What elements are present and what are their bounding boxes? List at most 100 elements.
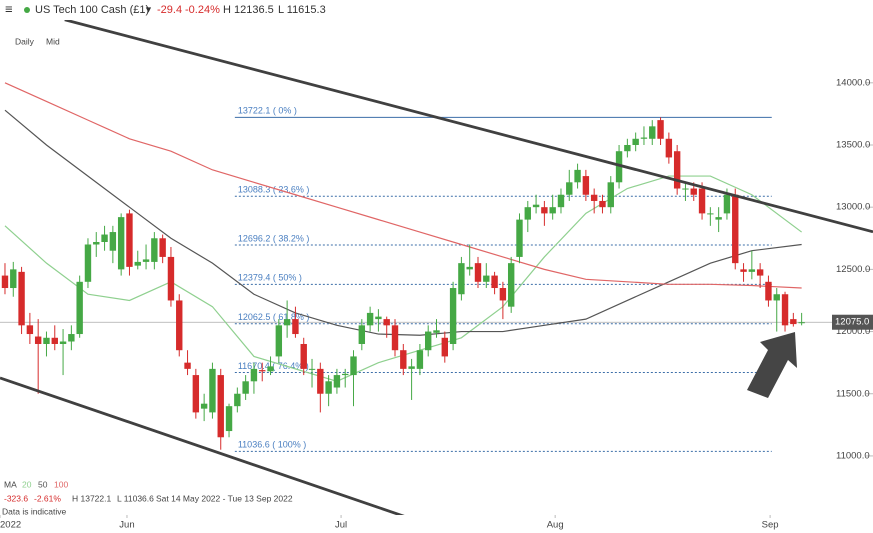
candle-body	[773, 294, 780, 301]
candle-body	[790, 319, 797, 325]
candle-body	[781, 294, 789, 326]
candle-body	[574, 169, 581, 183]
range-high: H 13722.1	[72, 493, 111, 503]
moving-average	[4, 82, 802, 289]
last-price-label: 12075.0	[835, 317, 869, 328]
candle-body	[209, 368, 216, 413]
candle-body	[624, 144, 631, 152]
candle-body	[267, 366, 274, 372]
candle-body	[117, 217, 125, 270]
candle-body	[707, 213, 714, 215]
x-tick-label: 2022	[0, 520, 21, 531]
x-tick-label: Aug	[547, 520, 564, 531]
candle-body	[582, 176, 590, 195]
candle-body	[400, 350, 407, 369]
candle-body	[590, 194, 598, 201]
candle-body	[557, 194, 565, 208]
candle-body	[549, 207, 556, 214]
candle-body	[682, 188, 689, 190]
candle-body	[383, 319, 390, 326]
candle-body	[292, 319, 299, 335]
candle-body	[732, 194, 739, 264]
candle-body	[640, 137, 648, 139]
candle-body	[698, 188, 706, 214]
y-tick-label: 13500.0	[836, 140, 870, 151]
candle-body	[93, 242, 100, 245]
overlay: 11000.0 11500.0 12000.0 12500.0 13000.0 13500…	[0, 77, 873, 531]
high: H 12136.5	[223, 4, 274, 16]
candle-body	[76, 281, 83, 335]
menu-icon[interactable]: ≡	[5, 1, 13, 16]
candle-body	[250, 368, 258, 382]
header[interactable]: ≡ US Tech 100 Cash (£1) ▼ -29.4 -0.24% H…	[5, 1, 326, 16]
candle-body	[524, 207, 531, 220]
candle-body	[333, 375, 341, 388]
date-range: Sat 14 May 2022 - Tue 13 Sep 2022	[156, 493, 293, 503]
candle-body	[325, 381, 332, 394]
candle-body	[649, 126, 656, 139]
candle-body	[10, 269, 17, 289]
interval[interactable]: Daily	[15, 36, 35, 46]
candle-body	[375, 316, 382, 320]
low: L 11615.3	[278, 4, 326, 16]
candle-body	[109, 232, 117, 251]
dropdown[interactable]: ▼	[144, 4, 153, 14]
candle-body	[441, 337, 448, 357]
candle-body	[101, 234, 108, 243]
candle-body	[632, 138, 639, 145]
candle-body	[176, 300, 183, 351]
x-tick-label: Jul	[335, 520, 347, 531]
candle-body	[657, 120, 664, 139]
candle-body	[1, 275, 9, 289]
fib-label: 12062.5 ( 61.8% )	[238, 312, 310, 322]
candle-body	[159, 238, 166, 257]
disclaimer: Data is indicative	[2, 506, 67, 516]
candle-body	[756, 269, 764, 276]
y-tick-label: 12500.0	[836, 264, 870, 275]
candle-body	[483, 275, 490, 282]
candle-body	[84, 244, 92, 282]
legend-entry: 100	[54, 479, 68, 489]
candle-body	[416, 350, 424, 369]
moving-average	[4, 109, 802, 336]
y-tick-label: 13000.0	[836, 202, 870, 213]
candle-body	[167, 256, 175, 301]
candle-body	[491, 275, 498, 289]
candle-body	[798, 322, 805, 324]
candle-body	[308, 368, 316, 370]
range-low: L 11036.6	[117, 493, 154, 503]
candle-body	[366, 312, 374, 326]
y-tick-label: 12000.0	[836, 326, 870, 337]
y-tick-label: 11500.0	[836, 388, 870, 399]
fib-label: 13722.1 ( 0% )	[238, 106, 297, 116]
candle-body	[300, 343, 307, 369]
candle-body	[499, 288, 507, 301]
candle-body	[217, 375, 224, 438]
fib-label: 13088.3 ( 23.6% )	[238, 185, 310, 195]
candle-body	[51, 337, 58, 344]
candle-body	[317, 368, 324, 394]
candle-body	[532, 204, 540, 208]
candle-body	[765, 281, 772, 301]
candle-body	[474, 263, 482, 282]
candle-body	[26, 325, 34, 335]
candle-body	[507, 263, 515, 307]
candle-body	[466, 266, 473, 270]
candle-body	[408, 366, 415, 369]
change: -29.4	[157, 4, 182, 16]
candle-body	[599, 200, 606, 208]
candle-body	[342, 373, 349, 376]
candle-body	[615, 151, 623, 183]
candle-body	[259, 370, 266, 372]
candle-body	[184, 362, 191, 369]
instrument[interactable]: US Tech 100 Cash (£1)	[35, 4, 149, 16]
candle-body	[748, 269, 756, 272]
trendline	[0, 376, 405, 515]
candle-body	[665, 138, 673, 158]
legend-entry: 20	[22, 479, 32, 489]
candle-body	[566, 182, 573, 195]
price-type[interactable]: Mid	[46, 36, 60, 46]
candle-body	[34, 336, 42, 344]
